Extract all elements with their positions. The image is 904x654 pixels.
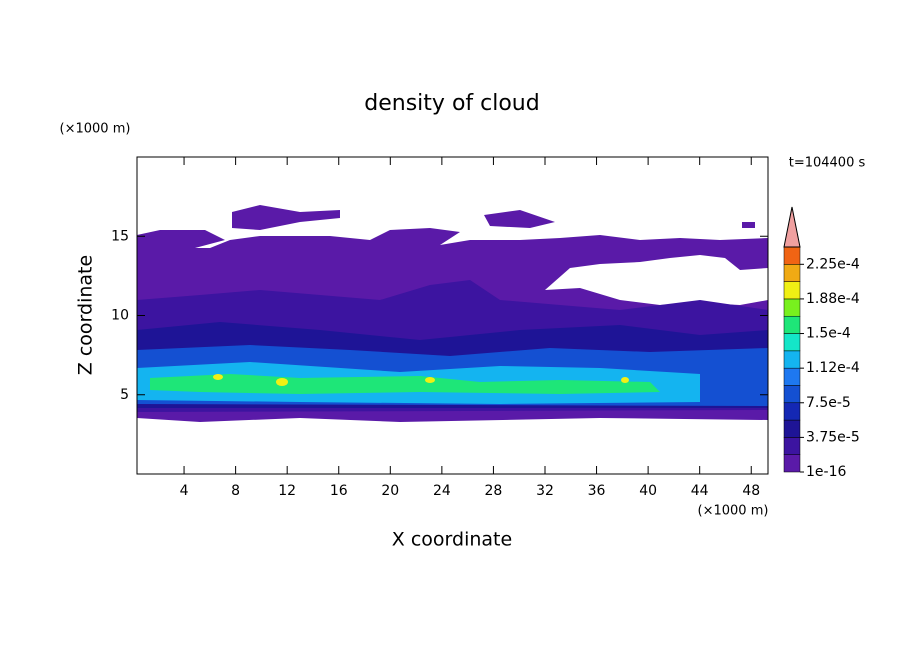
cloud-contour: [213, 374, 223, 380]
x-tick-label: 44: [691, 483, 709, 499]
y-tick-label: 15: [111, 228, 129, 244]
x-axis-title: X coordinate: [392, 529, 512, 551]
x-tick-label: 4: [180, 483, 189, 499]
colorbar-band: [783, 350, 801, 369]
time-label: t=104400 s: [789, 156, 866, 171]
colorbar-label: 3.75e-5: [806, 429, 860, 445]
colorbar-band: [783, 315, 801, 334]
colorbar-band: [783, 264, 801, 282]
cloud-field: [137, 205, 768, 422]
colorbar-label: 1e-16: [806, 464, 846, 480]
x-tick-label: 12: [278, 483, 296, 499]
colorbar-label: 1.12e-4: [806, 360, 860, 376]
colorbar-band: [783, 281, 801, 300]
y-unit: (×1000 m): [60, 122, 131, 137]
x-tick-label: 8: [231, 483, 240, 499]
colorbar-band: [783, 437, 801, 455]
cloud-contour: [150, 374, 660, 394]
colorbar-band: [783, 298, 801, 317]
colorbar-label: 1.5e-4: [806, 326, 851, 342]
y-axis-title: Z coordinate: [75, 255, 97, 375]
x-tick-label: 28: [485, 483, 503, 499]
y-tick-label: 10: [111, 308, 129, 324]
colorbar-band: [783, 385, 801, 404]
colorbar-label: 2.25e-4: [806, 256, 860, 272]
x-tick-label: 24: [433, 483, 451, 499]
x-tick-label: 36: [588, 483, 606, 499]
x-tick-label: 48: [742, 483, 760, 499]
chart-title: density of cloud: [364, 91, 539, 116]
x-tick-label: 20: [381, 483, 399, 499]
x-tick-label: 40: [639, 483, 657, 499]
cloud-contour: [276, 378, 288, 386]
colorbar-over: [783, 206, 801, 248]
colorbar-band: [783, 246, 801, 265]
y-tick-label: 5: [120, 387, 129, 403]
colorbar-band: [783, 402, 801, 421]
x-tick-label: 16: [330, 483, 348, 499]
cloud-contour: [621, 377, 629, 383]
x-unit: (×1000 m): [698, 504, 769, 519]
colorbar-band: [783, 419, 801, 438]
colorbar-band: [783, 454, 801, 473]
colorbar-label: 1.88e-4: [806, 291, 860, 307]
colorbar-band: [783, 333, 801, 352]
x-tick-label: 32: [536, 483, 554, 499]
colorbar-label: 7.5e-5: [806, 395, 851, 411]
cloud-contour: [425, 377, 435, 383]
colorbar-band: [783, 367, 801, 386]
